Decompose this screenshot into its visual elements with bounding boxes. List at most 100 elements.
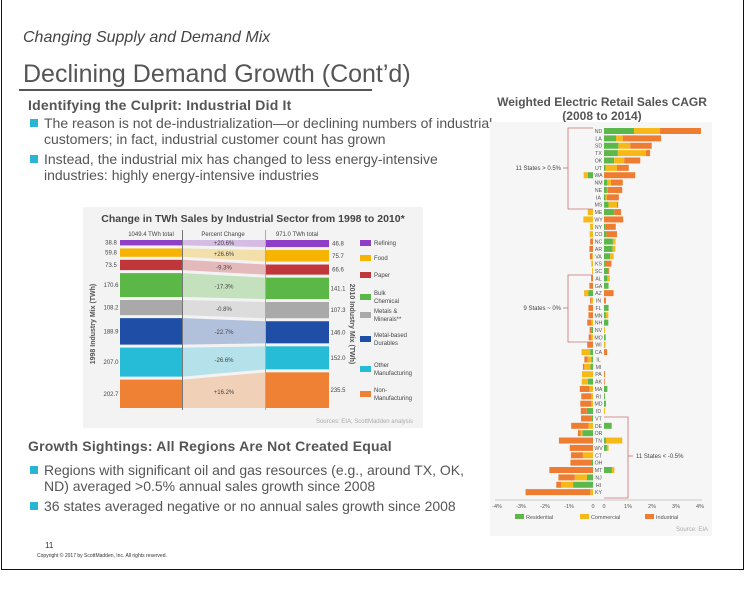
state-label: TN	[595, 439, 602, 445]
value-2010: 235.5	[330, 388, 346, 394]
bar-1998	[120, 300, 182, 316]
state-label: NV	[595, 328, 603, 334]
change-band	[183, 318, 265, 345]
right-header: 971.0 TWh total	[276, 232, 318, 238]
bar-industrial	[604, 260, 612, 267]
bar-industrial	[604, 297, 606, 304]
bar-commercial	[587, 209, 593, 216]
bullet-item: Regions with significant oil and gas res…	[29, 462, 479, 494]
bar-residential	[604, 150, 618, 157]
bar-commercial	[604, 341, 606, 348]
bar-industrial	[589, 253, 593, 260]
bullet-item: Instead, the industrial mix has changed …	[29, 151, 499, 183]
bar-industrial	[589, 282, 593, 289]
bar-commercial	[634, 128, 660, 134]
bar-commercial	[587, 356, 592, 363]
value-1998: 202.7	[103, 392, 119, 398]
bar-commercial	[605, 437, 623, 444]
bar-industrial	[606, 194, 619, 201]
bar-commercial	[604, 326, 605, 333]
state-label: ME	[595, 210, 603, 216]
bar-industrial	[614, 209, 622, 216]
legend-swatch	[360, 294, 371, 300]
bar-industrial	[580, 408, 587, 415]
value-2010: 107.3	[330, 308, 346, 314]
bar-industrial	[624, 157, 641, 164]
legend-swatch	[360, 366, 371, 372]
bar-industrial	[558, 474, 575, 481]
legend-label: Metal-based	[374, 333, 407, 339]
legend-label: Refining	[374, 241, 396, 247]
bar-industrial	[608, 268, 610, 275]
bar-industrial	[590, 238, 593, 245]
bar-commercial	[605, 164, 617, 171]
x-tick-label: 1%	[624, 504, 632, 510]
slide-subtitle: Changing Supply and Demand Mix	[23, 29, 271, 46]
bar-1998	[120, 259, 182, 271]
bullet-text: The reason is not de-industrialization—o…	[44, 115, 493, 147]
bar-residential	[604, 334, 606, 341]
state-label: MD	[594, 402, 602, 408]
legend-label: Bulk	[374, 291, 387, 297]
middle-header: Percent Change	[201, 232, 245, 238]
legend-label: Residential	[526, 515, 553, 521]
bar-commercial	[605, 194, 607, 201]
change-band	[183, 240, 265, 248]
state-label: OK	[595, 158, 603, 164]
bullet-square-icon	[30, 155, 38, 163]
state-label: WI	[595, 343, 601, 349]
x-tick-label: -2%	[540, 504, 550, 510]
legend-swatch	[360, 272, 371, 278]
right-axis-label: 2010 Industry Mix (TWh)	[348, 284, 355, 365]
bar-industrial	[549, 467, 593, 474]
percent-change-label: -0.8%	[216, 307, 232, 313]
bullet-item: 36 states averaged negative or no annual…	[29, 498, 479, 514]
bar-industrial	[604, 378, 605, 385]
bar-industrial	[588, 334, 592, 341]
bullet-square-icon	[30, 466, 38, 474]
bracket-flat	[567, 274, 593, 343]
bar-residential	[604, 209, 615, 216]
bar-1998	[120, 347, 182, 377]
bar-residential	[604, 179, 608, 186]
bar-residential	[604, 282, 609, 289]
bar-industrial	[556, 481, 562, 488]
bar-industrial	[570, 452, 583, 459]
bar-commercial	[605, 312, 609, 319]
bar-commercial	[590, 223, 593, 230]
left-header: 1049.4 TWh total	[128, 232, 174, 238]
bar-industrial	[558, 437, 593, 444]
bar-residential	[604, 142, 619, 149]
x-tick-label: 2%	[648, 504, 656, 510]
bullet-text: Regions with significant oil and gas res…	[44, 462, 464, 494]
bar-commercial	[590, 489, 593, 496]
bar-industrial	[587, 319, 592, 326]
bar-industrial	[569, 444, 593, 451]
bar-industrial	[571, 422, 589, 429]
state-label: ID	[596, 409, 601, 415]
value-1998: 207.0	[103, 360, 119, 366]
bar-residential	[604, 304, 609, 311]
percent-change-label: -22.7%	[214, 330, 234, 336]
bar-industrial	[581, 415, 592, 422]
legend-swatch	[360, 312, 371, 318]
bar-commercial	[611, 467, 615, 474]
state-label: WA	[594, 173, 603, 179]
bar-residential	[604, 400, 606, 407]
bar-residential	[604, 231, 607, 238]
bar-residential	[588, 290, 593, 297]
bar-commercial	[591, 260, 593, 267]
state-label: IA	[596, 195, 601, 201]
bar-residential	[604, 245, 613, 252]
left-axis-label: 1998 Industry Mix (TWh)	[90, 284, 97, 365]
bar-industrial	[590, 297, 592, 304]
legend-label: Durables	[374, 341, 398, 347]
bar-residential	[604, 467, 612, 474]
bar-commercial	[606, 444, 609, 451]
bar-residential	[573, 481, 593, 488]
legend-label: Food	[374, 256, 388, 262]
state-label: KY	[595, 490, 602, 496]
state-label: GA	[595, 284, 603, 290]
change-band	[183, 346, 265, 377]
